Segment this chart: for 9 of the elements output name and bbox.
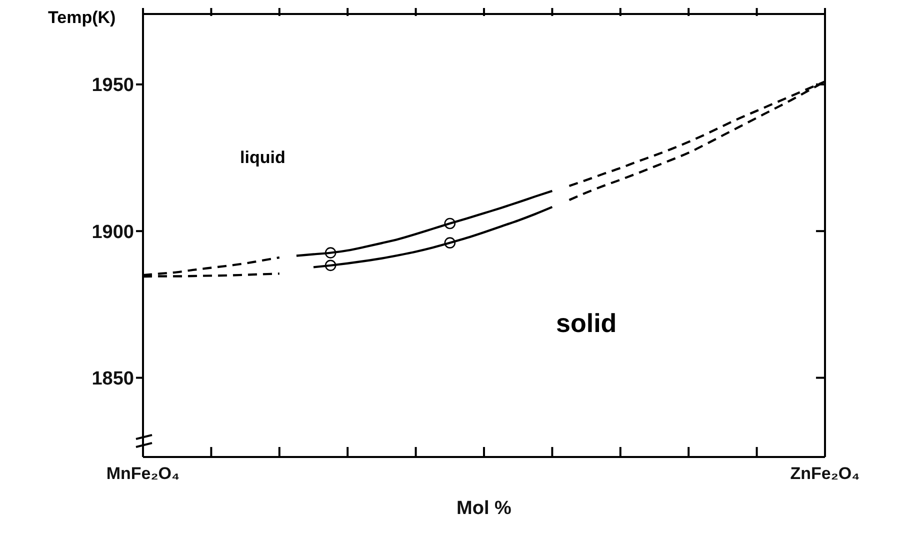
x-tick-label: MnFe₂O₄ (106, 464, 180, 483)
y-tick-label: 1900 (92, 222, 134, 243)
x-axis-title: Mol % (456, 498, 512, 519)
y-tick-label: 1950 (92, 75, 134, 96)
annotation: solid (556, 308, 617, 339)
annotation: liquid (240, 148, 286, 168)
y-tick-label: 1850 (92, 368, 134, 390)
y-axis-title: Temp(K) (48, 8, 116, 28)
x-tick-label: ZnFe₂O₄ (790, 464, 860, 483)
